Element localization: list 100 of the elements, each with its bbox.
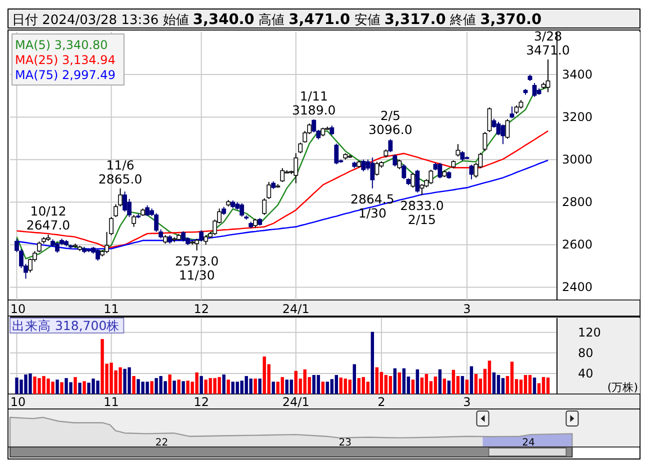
bar xyxy=(380,372,384,394)
bar xyxy=(442,378,446,394)
bar xyxy=(398,372,402,394)
bar xyxy=(470,366,474,394)
bar xyxy=(334,375,338,394)
bar xyxy=(78,382,82,394)
candlestick xyxy=(181,230,186,242)
y-tick-label: 120 xyxy=(578,325,601,340)
candlestick xyxy=(410,172,416,188)
y-tick-label: 2800 xyxy=(562,195,593,210)
candlestick xyxy=(402,164,406,180)
annotation: 10/12 2647.0 xyxy=(26,204,70,233)
x-tick-label: 3 xyxy=(463,302,471,316)
candlestick xyxy=(487,107,492,132)
candlestick xyxy=(415,169,420,194)
x-tick-label: 23 xyxy=(338,438,352,448)
candlestick xyxy=(262,198,267,216)
bar xyxy=(348,380,352,394)
x-tick-label: 10 xyxy=(10,302,26,316)
candlestick xyxy=(204,234,208,246)
bar xyxy=(434,376,438,394)
chart-title: 出来高 318,700株 xyxy=(12,318,120,333)
bar xyxy=(74,377,77,394)
chart-title: 日付 2024/03/28 13:36 始値 3,340.0 高値 3,471.0 安値 3,317.0 終値 3,370.0 xyxy=(12,12,542,28)
annotation: 2833.0 2/15 xyxy=(400,198,444,228)
bar xyxy=(177,380,180,394)
bar xyxy=(460,376,464,394)
candlestick xyxy=(460,150,465,162)
bar xyxy=(168,374,172,394)
bar xyxy=(388,376,392,394)
candlestick xyxy=(280,168,285,182)
bar xyxy=(258,378,262,394)
candlestick xyxy=(469,164,474,180)
bar xyxy=(501,378,505,394)
bar xyxy=(290,380,293,394)
bar xyxy=(352,364,356,394)
candlestick xyxy=(500,124,506,145)
bar xyxy=(182,381,185,394)
y-tick-label: 3400 xyxy=(562,68,593,82)
bar xyxy=(222,374,226,394)
bar xyxy=(362,377,366,394)
y-tick-label: 3200 xyxy=(562,110,593,124)
candlestick xyxy=(546,58,550,93)
bar xyxy=(393,368,397,394)
legend: MA(5) 3,340.80 MA(25) 3,134.94 MA(75) 2,997.49 xyxy=(12,34,124,86)
x-tick-label: 22 xyxy=(155,438,168,448)
bar xyxy=(452,370,456,394)
bar xyxy=(474,374,478,394)
bar xyxy=(150,381,154,394)
x-tick-label: 10 xyxy=(10,395,26,409)
candlestick xyxy=(330,125,334,136)
y-tick-label: 80 xyxy=(578,346,594,360)
x-tick-label: 12 xyxy=(194,395,209,409)
y-tick-label: 2400 xyxy=(562,280,593,294)
x-tick-label: 3 xyxy=(463,395,471,409)
bar xyxy=(528,375,532,394)
candlestick xyxy=(496,121,501,136)
candlestick xyxy=(482,131,488,152)
x-tick-label: 11 xyxy=(104,395,119,409)
bar xyxy=(496,375,500,394)
bar xyxy=(375,367,379,394)
candlestick xyxy=(420,184,424,196)
candlestick xyxy=(132,214,136,228)
x-tick-label: 2 xyxy=(378,395,386,409)
bar xyxy=(82,381,86,394)
candlestick xyxy=(334,143,339,165)
bar xyxy=(254,378,257,394)
y-tick-label: 3000 xyxy=(562,152,593,167)
bar xyxy=(532,378,536,394)
y-tick-label: 40 xyxy=(578,366,594,380)
y-tick-label: 2600 xyxy=(562,238,593,252)
bar xyxy=(411,380,415,394)
y-axis-title: (万株) xyxy=(607,381,638,394)
bar xyxy=(357,378,361,394)
candlestick xyxy=(361,159,366,172)
candlestick xyxy=(298,142,303,154)
x-tick-label: 12 xyxy=(194,302,209,316)
bar xyxy=(60,382,64,394)
bar xyxy=(56,380,59,394)
bar xyxy=(402,368,406,394)
bar xyxy=(542,377,546,394)
x-tick-label: 24/1 xyxy=(282,302,310,316)
bar xyxy=(344,378,348,394)
bar xyxy=(132,376,136,394)
bar xyxy=(510,362,514,394)
candlestick xyxy=(510,106,514,119)
bar xyxy=(370,332,374,394)
bar xyxy=(249,378,252,394)
candlestick xyxy=(388,138,393,153)
annotation: 11/6 2865.0 xyxy=(98,157,142,186)
candlestick xyxy=(199,230,204,242)
x-tick-label: 11 xyxy=(104,302,119,316)
candlestick xyxy=(145,204,150,216)
bar xyxy=(316,375,320,394)
candlestick xyxy=(456,144,460,157)
annotation: 2573.0 11/30 xyxy=(174,253,219,282)
annotation: 2864.5 1/30 xyxy=(350,191,394,220)
bar xyxy=(416,369,420,394)
bar xyxy=(321,382,324,394)
candlestick xyxy=(397,159,402,170)
